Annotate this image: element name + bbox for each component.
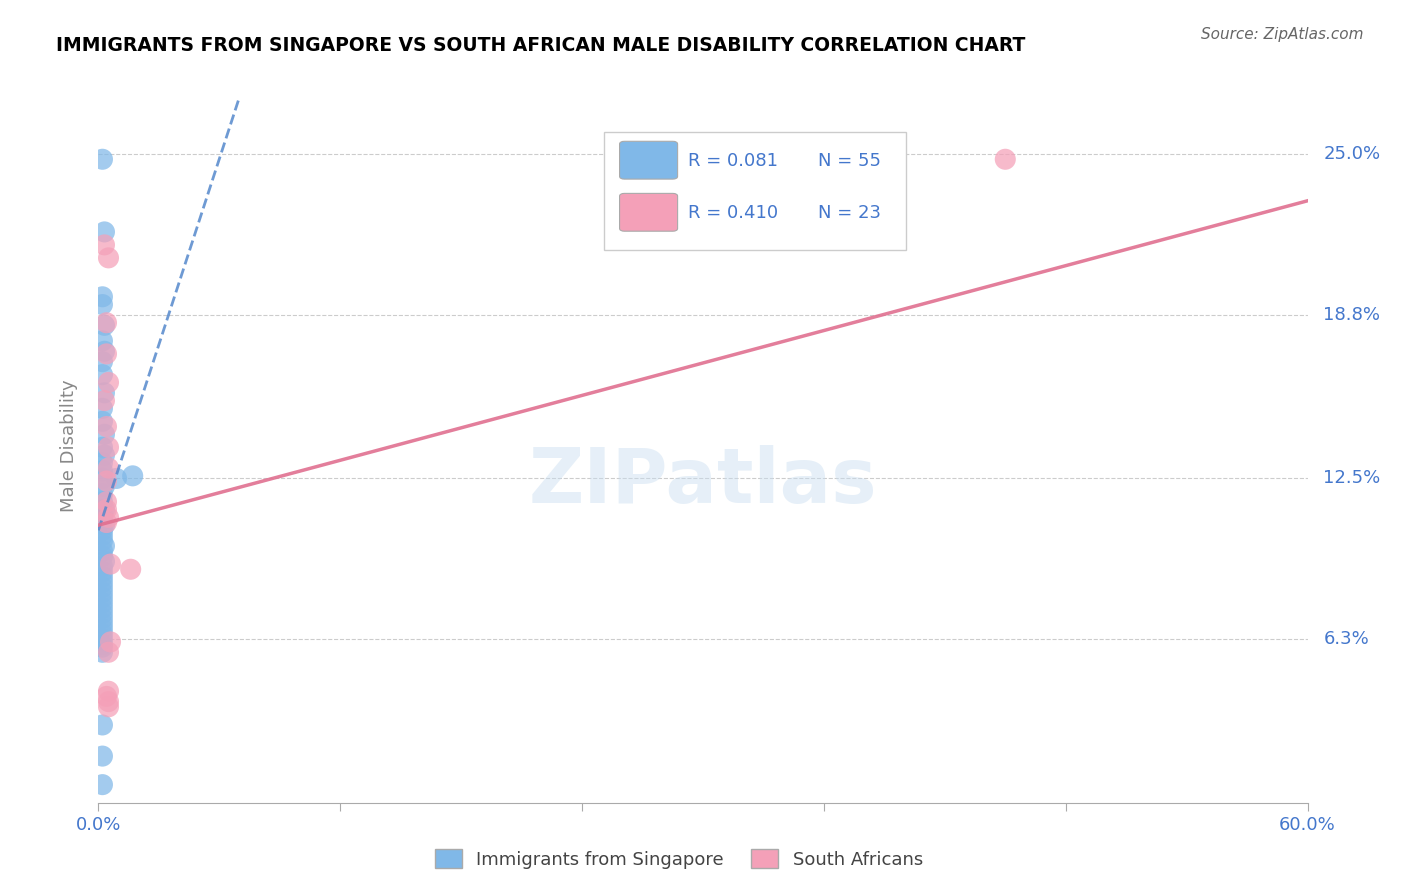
Point: [91, 749, 114, 764]
Point: [93, 385, 115, 400]
Point: [97, 440, 120, 454]
Text: 25.0%: 25.0%: [1323, 145, 1381, 163]
Point: [91, 559, 114, 574]
Text: 18.8%: 18.8%: [1323, 306, 1381, 324]
Point: [97, 251, 120, 265]
Point: [91, 508, 114, 522]
Point: [91, 622, 114, 636]
Point: [91, 601, 114, 615]
Point: [97, 699, 120, 714]
Point: [91, 464, 114, 478]
Text: 12.5%: 12.5%: [1323, 469, 1381, 487]
Point: [91, 354, 114, 368]
Point: [93, 344, 115, 359]
Point: [91, 487, 114, 501]
Point: [93, 539, 115, 553]
Point: [105, 471, 128, 485]
FancyBboxPatch shape: [620, 141, 678, 179]
Point: [96, 347, 118, 361]
Point: [97, 645, 120, 659]
Point: [93, 502, 115, 516]
Point: [97, 510, 120, 524]
Point: [121, 468, 143, 483]
Point: [91, 334, 114, 348]
Point: [93, 225, 115, 239]
Point: [91, 575, 114, 590]
Point: [96, 495, 118, 509]
FancyBboxPatch shape: [603, 132, 905, 250]
Point: [93, 554, 115, 568]
Text: N = 55: N = 55: [818, 152, 882, 169]
FancyBboxPatch shape: [620, 194, 678, 231]
Text: R = 0.410: R = 0.410: [689, 203, 779, 221]
Point: [91, 153, 114, 167]
Point: [97, 684, 120, 698]
Point: [120, 562, 142, 576]
Point: [93, 318, 115, 333]
Y-axis label: Male Disability: Male Disability: [59, 380, 77, 512]
Point: [91, 638, 114, 652]
Legend: Immigrants from Singapore, South Africans: Immigrants from Singapore, South African…: [427, 842, 929, 876]
Point: [91, 718, 114, 732]
Point: [91, 533, 114, 548]
Point: [91, 645, 114, 659]
Point: [97, 695, 120, 709]
Point: [91, 627, 114, 641]
Text: Source: ZipAtlas.com: Source: ZipAtlas.com: [1201, 27, 1364, 42]
Point: [91, 611, 114, 625]
Point: [96, 316, 118, 330]
Point: [93, 393, 115, 408]
Point: [93, 448, 115, 462]
Point: [91, 440, 114, 454]
Point: [91, 640, 114, 654]
Point: [91, 456, 114, 470]
Point: [96, 419, 118, 434]
Point: [93, 479, 115, 493]
Point: [91, 585, 114, 599]
Point: [91, 513, 114, 527]
Point: [91, 591, 114, 605]
Point: [97, 461, 120, 475]
Text: R = 0.081: R = 0.081: [689, 152, 779, 169]
Point: [96, 502, 118, 516]
Text: IMMIGRANTS FROM SINGAPORE VS SOUTH AFRICAN MALE DISABILITY CORRELATION CHART: IMMIGRANTS FROM SINGAPORE VS SOUTH AFRIC…: [56, 36, 1025, 54]
Point: [96, 474, 118, 488]
Point: [91, 596, 114, 610]
Point: [93, 238, 115, 252]
Point: [93, 518, 115, 533]
Point: [91, 524, 114, 538]
Point: [91, 414, 114, 428]
Point: [91, 570, 114, 584]
Point: [93, 427, 115, 442]
Point: [91, 495, 114, 509]
Point: [91, 607, 114, 621]
Text: 6.3%: 6.3%: [1323, 631, 1369, 648]
Point: [96, 516, 118, 530]
Point: [91, 528, 114, 542]
Point: [91, 401, 114, 416]
Point: [91, 368, 114, 382]
Point: [91, 565, 114, 579]
Point: [96, 690, 118, 704]
Point: [91, 632, 114, 647]
Point: [100, 635, 122, 649]
Point: [91, 471, 114, 485]
Point: [97, 376, 120, 390]
Point: [100, 557, 122, 571]
Text: ZIPatlas: ZIPatlas: [529, 445, 877, 518]
Point: [91, 616, 114, 631]
Point: [91, 549, 114, 564]
Point: [91, 297, 114, 311]
Point: [91, 544, 114, 558]
Point: [91, 581, 114, 595]
Point: [994, 153, 1017, 167]
Point: [91, 778, 114, 792]
Point: [91, 290, 114, 304]
Text: N = 23: N = 23: [818, 203, 882, 221]
